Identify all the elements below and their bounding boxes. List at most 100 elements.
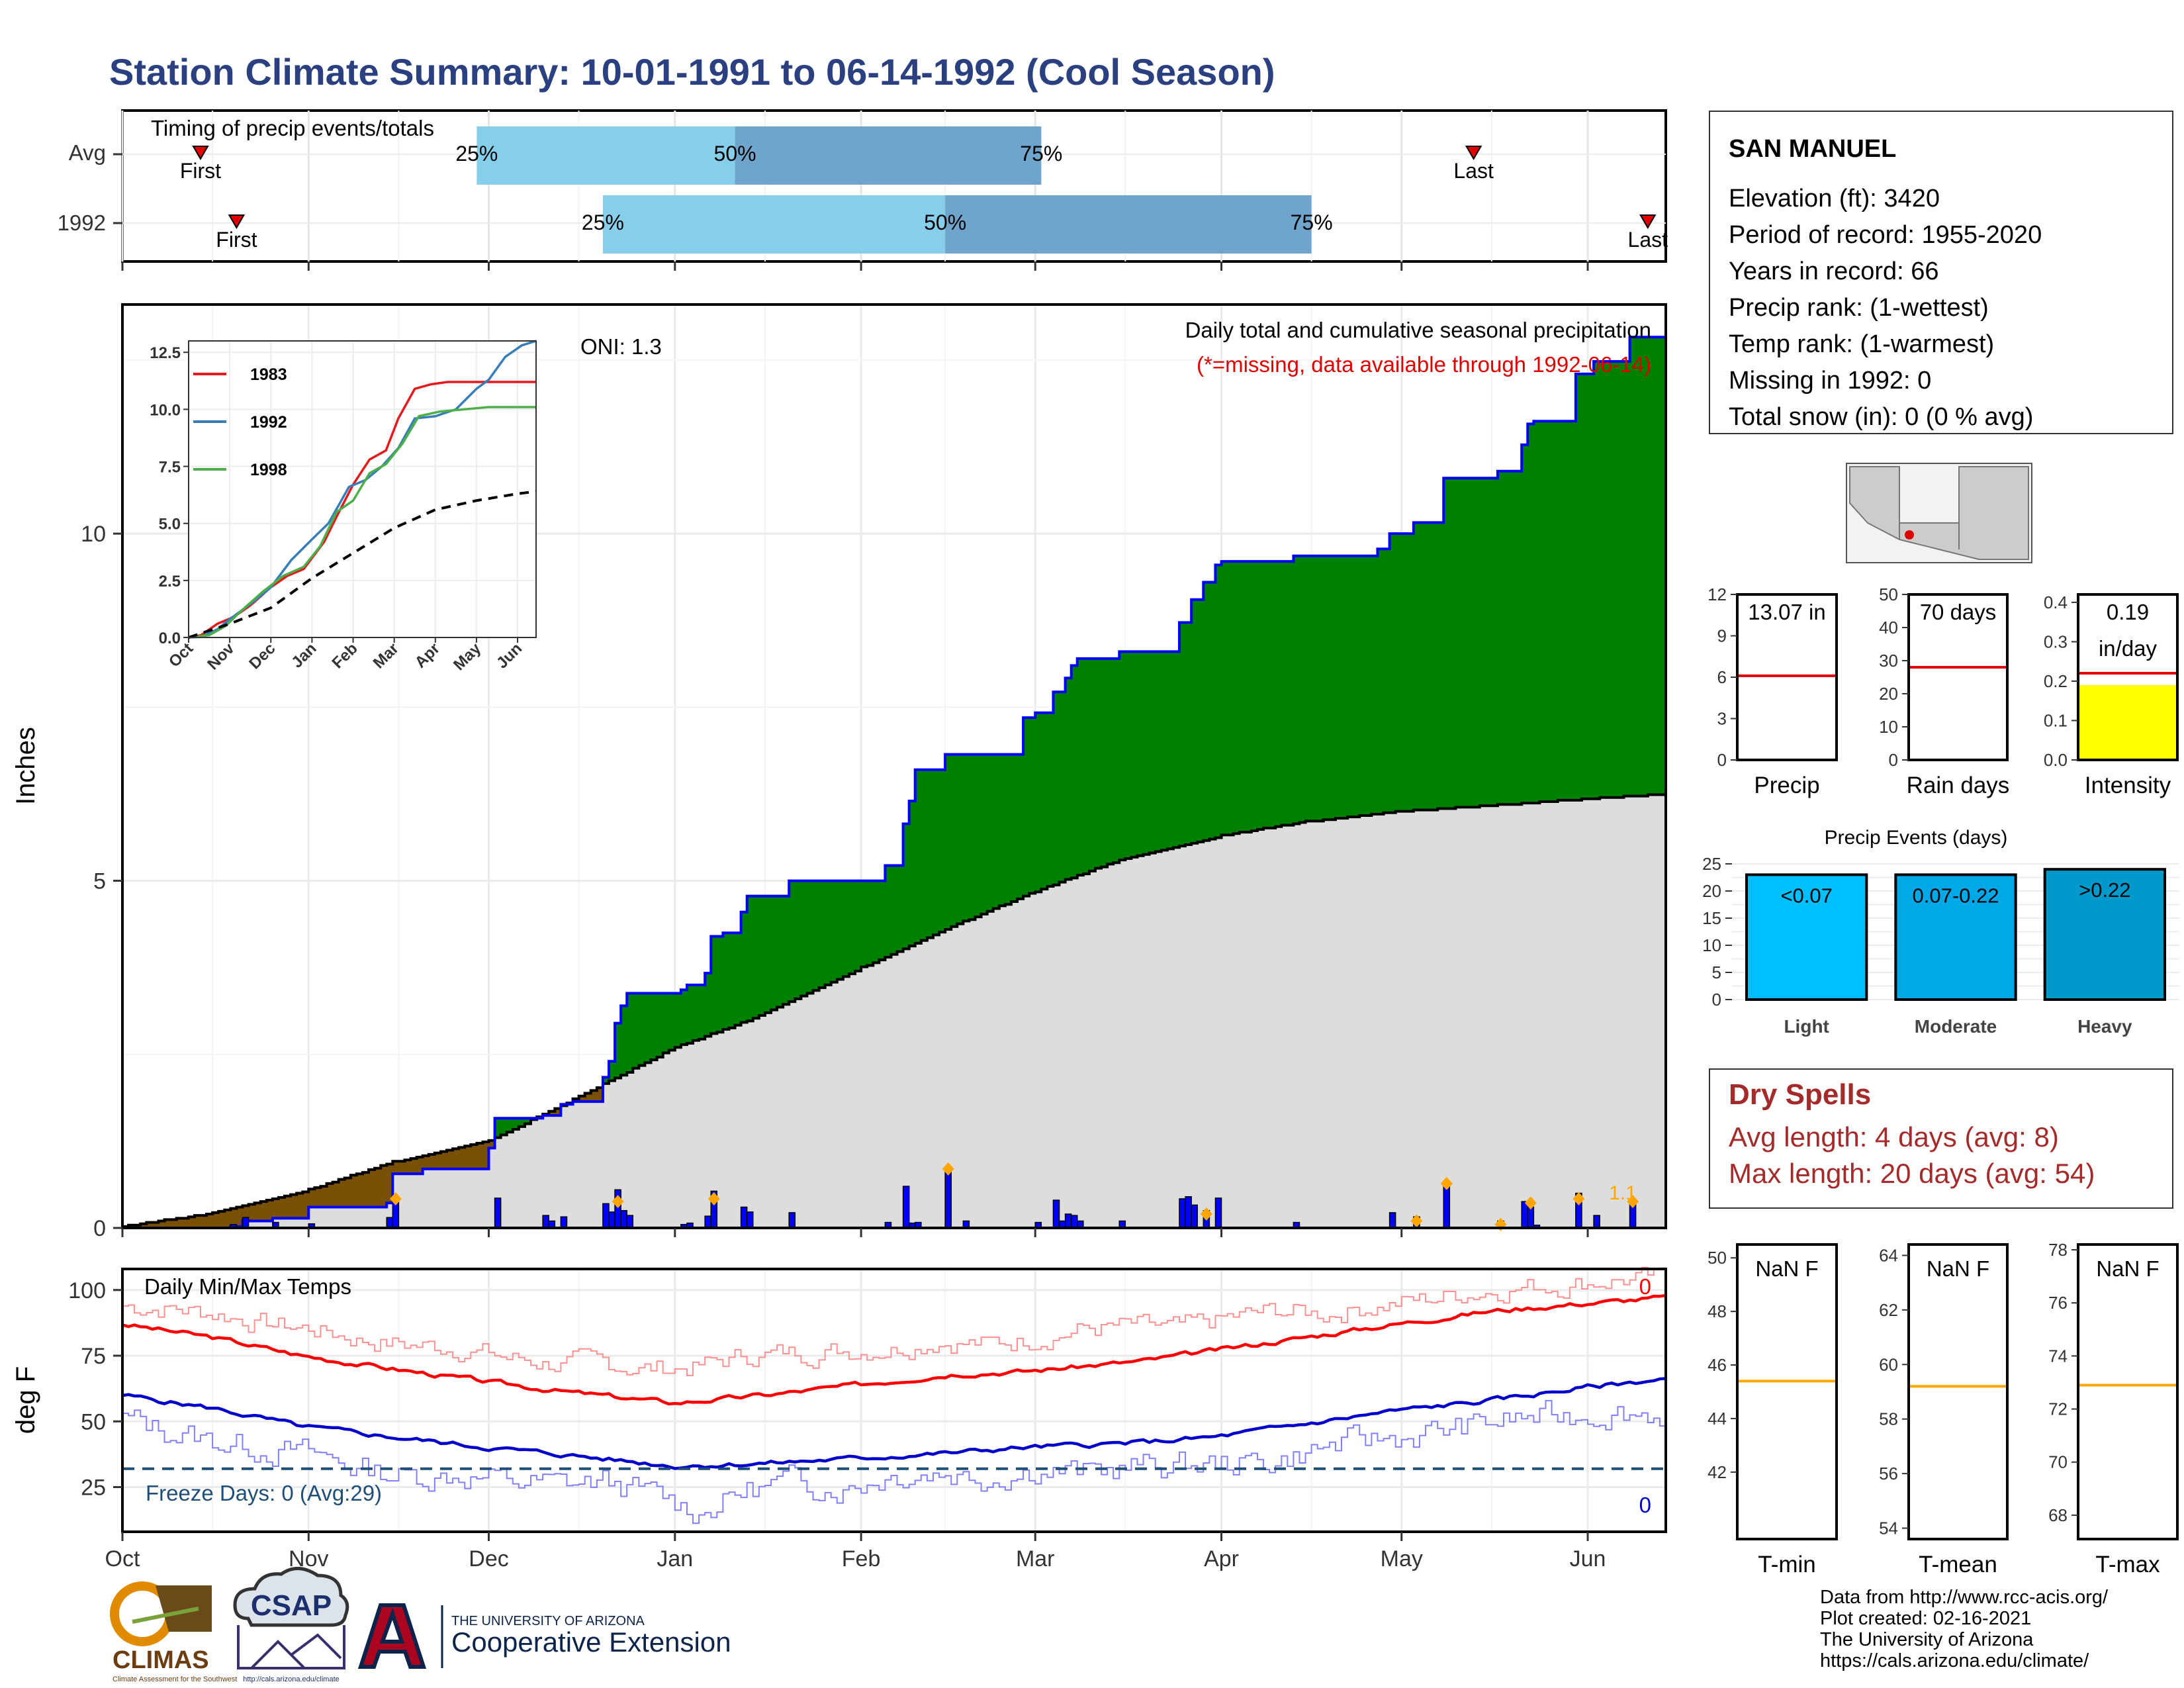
daily-precip-bar xyxy=(494,1197,502,1229)
above-avg-fill xyxy=(1101,658,1108,867)
daily-precip-bar xyxy=(542,1215,549,1229)
above-avg-fill xyxy=(627,993,633,1073)
above-avg-fill xyxy=(848,880,856,974)
record-marker xyxy=(1440,1176,1453,1190)
map-borders xyxy=(1899,467,1960,549)
below-avg-fill xyxy=(230,1208,238,1227)
inset-legend: 1983 1992 1998 xyxy=(193,365,287,479)
daily-precip-bar xyxy=(788,1212,796,1229)
precip_total-y-tick-label: 6 xyxy=(1717,667,1727,687)
timing-q75-label: 75% xyxy=(1020,142,1062,165)
daily-precip-bar xyxy=(602,1203,610,1229)
above-avg-fill xyxy=(699,984,705,1039)
timing-last-marker xyxy=(1465,146,1482,160)
events-y-tick-label: 10 xyxy=(1702,935,1721,955)
rain_days-y-tick-label: 40 xyxy=(1879,618,1898,637)
above-avg-fill xyxy=(1407,534,1414,812)
below-avg-fill xyxy=(392,1161,400,1174)
above-avg-fill xyxy=(927,769,934,938)
inset-legend-label: 1998 xyxy=(250,461,287,479)
above-avg-fill xyxy=(1641,337,1649,796)
above-avg-fill xyxy=(1522,444,1528,804)
above-avg-fill xyxy=(1575,373,1582,800)
above-avg-fill xyxy=(608,1061,615,1081)
below-avg-fill xyxy=(164,1219,171,1228)
above-avg-fill xyxy=(651,993,658,1060)
daily-precip-bar xyxy=(608,1211,615,1229)
above-avg-fill xyxy=(512,1118,520,1130)
above-avg-fill xyxy=(1485,478,1492,806)
above-avg-fill xyxy=(1179,622,1186,847)
above-avg-fill xyxy=(1197,599,1204,842)
station-elevation: Elevation (ft): 3420 xyxy=(1729,185,1940,212)
below-avg-fill xyxy=(578,1096,586,1102)
above-avg-fill xyxy=(506,1118,514,1133)
locator-map xyxy=(1846,463,2032,563)
temps-y-tick-label: 75 xyxy=(81,1344,106,1369)
below-avg-fill xyxy=(453,1149,459,1169)
intensity-x-label: Intensity xyxy=(2085,773,2171,798)
above-avg-fill xyxy=(1359,555,1366,816)
above-avg-fill xyxy=(1551,421,1559,802)
precip-events-panel: Precip Events (days) <0.07 Light 0.07-0.22… xyxy=(1702,827,2179,1037)
above-avg-fill xyxy=(1623,361,1631,796)
below-avg-fill xyxy=(260,1201,267,1221)
below-avg-fill xyxy=(194,1215,201,1228)
main-areas xyxy=(122,336,1667,1229)
timing-panel: 25% 50% 75% First Last 25% 50% 75% First Last Tim… xyxy=(58,109,1668,271)
below-avg-fill xyxy=(188,1217,195,1228)
inset-y-tick-label: 2.5 xyxy=(159,573,181,590)
rain_days-x-label: Rain days xyxy=(1907,773,2010,798)
above-avg-fill xyxy=(1221,561,1228,835)
daily-precip-bar xyxy=(242,1217,250,1229)
rain_days-y-tick-label: 30 xyxy=(1879,651,1898,671)
daily-precip-bar xyxy=(620,1210,627,1229)
below-avg-fill xyxy=(176,1218,183,1228)
below-avg-fill xyxy=(308,1189,315,1207)
daily-precip-bar xyxy=(1064,1213,1072,1229)
below-avg-fill xyxy=(471,1145,477,1169)
above-avg-fill xyxy=(1383,549,1390,813)
inset-y-tick-label: 12.5 xyxy=(150,344,181,362)
above-avg-fill xyxy=(999,754,1006,906)
summary-bar-panels: 0 3 6 9 12 13.07 in Precip 0 10 20 30 40 50 70 days Ra… xyxy=(1707,585,2179,798)
above-avg-fill xyxy=(494,1118,502,1138)
daily-precip-bar xyxy=(560,1216,568,1229)
above-avg-fill xyxy=(1011,754,1018,902)
daily-precip-bar xyxy=(1070,1215,1078,1229)
ua-top-text: THE UNIVERSITY OF ARIZONA xyxy=(451,1614,645,1628)
above-avg-fill xyxy=(1491,478,1498,806)
below-avg-fill xyxy=(584,1093,592,1102)
csap-wordmark: CSAP xyxy=(251,1589,332,1622)
inset-legend-label: 1992 xyxy=(250,413,287,432)
main-frame xyxy=(121,303,1667,1229)
events-category-label: Light xyxy=(1784,1016,1829,1037)
above-avg-fill xyxy=(621,1006,627,1076)
daily-precip-bar xyxy=(740,1206,748,1229)
t_min-y-tick-label: 46 xyxy=(1707,1355,1727,1375)
below-avg-fill xyxy=(236,1207,244,1227)
ua-block-a-icon xyxy=(357,1603,427,1669)
above-avg-fill xyxy=(1047,712,1054,886)
above-avg-fill xyxy=(1149,651,1156,853)
inset-y-tick-label: 7.5 xyxy=(159,459,181,477)
above-avg-fill xyxy=(735,933,742,1025)
t_mean-y-tick-label: 56 xyxy=(1879,1464,1898,1483)
temps-y-tick-label: 50 xyxy=(81,1409,106,1434)
intensity-value-label: in/day xyxy=(2099,636,2158,661)
temps-y-label: deg F xyxy=(11,1366,40,1434)
record-marker xyxy=(612,1195,624,1209)
t_min-frame xyxy=(1736,1243,1838,1540)
above-avg-fill xyxy=(1311,555,1318,821)
daily-precip-bar xyxy=(704,1215,711,1229)
daily-precip-bar xyxy=(386,1217,394,1229)
below-avg-fill xyxy=(158,1221,165,1228)
main-y-tick-label: 0 xyxy=(93,1216,106,1241)
csap-cloud-icon xyxy=(233,1567,349,1627)
below-avg-fill xyxy=(590,1090,598,1102)
record-markers xyxy=(389,1162,1639,1231)
above-avg-fill xyxy=(633,993,639,1068)
t_max-y-tick-label: 68 xyxy=(2048,1505,2068,1525)
climas-wordmark: CLIMAS xyxy=(113,1646,209,1674)
